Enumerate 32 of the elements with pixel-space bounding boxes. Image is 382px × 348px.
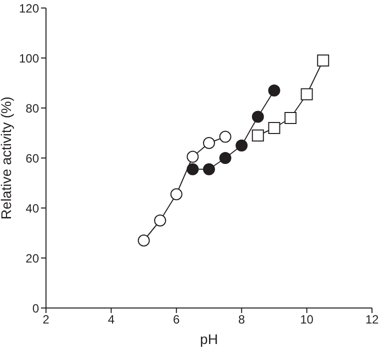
point: [300, 88, 313, 100]
point: [170, 188, 182, 200]
y-tick-label: 0: [32, 301, 40, 316]
y-tick-label: 40: [26, 201, 40, 216]
point: [186, 163, 199, 176]
point: [284, 112, 296, 124]
point: [219, 130, 232, 143]
point: [317, 54, 330, 66]
x-tick-label: 4: [108, 312, 115, 327]
x-tick-label: 6: [173, 312, 180, 327]
x-axis-title: pH: [200, 331, 218, 347]
point: [154, 214, 166, 226]
x-tick-label: 2: [42, 312, 50, 327]
point: [203, 163, 215, 176]
y-tick-label: 20: [26, 251, 40, 266]
y-tick-label: 120: [18, 1, 40, 16]
y-tick-label: 80: [26, 101, 40, 116]
x-tick-label: 8: [238, 312, 246, 327]
point: [138, 234, 150, 246]
point: [252, 110, 264, 123]
point: [268, 84, 280, 96]
y-axis-title: Relative activity (%): [0, 96, 14, 220]
point: [219, 152, 232, 164]
x-tick-label: 12: [365, 312, 379, 327]
y-tick-label: 100: [18, 51, 40, 66]
x-tick-label: 10: [300, 312, 314, 327]
point: [236, 140, 248, 152]
y-tick-label: 60: [26, 151, 40, 166]
point: [203, 137, 215, 149]
point: [268, 122, 280, 134]
point: [186, 150, 199, 163]
point: [252, 130, 264, 142]
